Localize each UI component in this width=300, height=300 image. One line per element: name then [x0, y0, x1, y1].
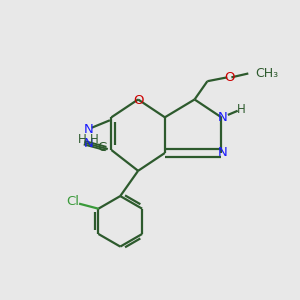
Text: CH₃: CH₃ — [256, 67, 279, 80]
Text: H: H — [237, 103, 246, 116]
Text: Cl: Cl — [67, 195, 80, 208]
Text: N: N — [218, 146, 228, 160]
Text: C: C — [97, 141, 106, 154]
Text: N: N — [218, 111, 228, 124]
Text: O: O — [134, 94, 144, 107]
Text: N: N — [83, 123, 93, 136]
Text: O: O — [224, 71, 235, 84]
Text: H: H — [78, 133, 87, 146]
Text: N: N — [84, 137, 94, 150]
Text: H: H — [90, 133, 98, 146]
